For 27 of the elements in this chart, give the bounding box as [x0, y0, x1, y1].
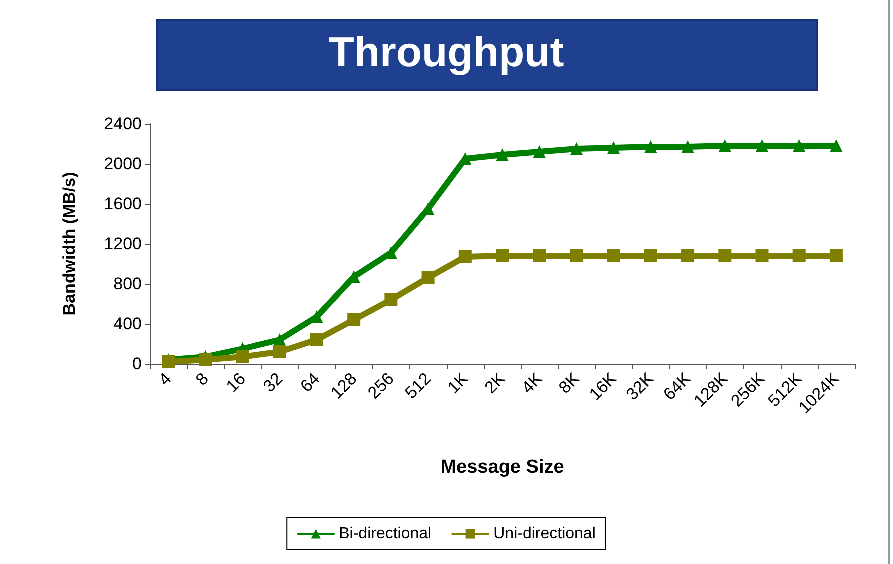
x-tick-label: 32K — [622, 368, 658, 404]
x-tick-label: 8 — [192, 369, 212, 390]
x-tick-label: 256 — [364, 369, 398, 403]
y-tick-label: 1200 — [104, 234, 142, 254]
chart-title: Throughput — [328, 28, 564, 76]
x-tick-label: 16 — [222, 369, 250, 396]
y-tick-label: 800 — [114, 274, 142, 294]
legend-label: Bi-directional — [339, 526, 432, 542]
x-tick-label: 2K — [481, 368, 510, 398]
y-tick-label: 400 — [114, 314, 142, 334]
x-axis-title: Message Size — [440, 457, 564, 478]
legend-label: Uni-directional — [494, 526, 596, 542]
x-tick-label: 64K — [660, 368, 696, 404]
x-tick-label: 16K — [586, 368, 621, 404]
x-tick-label: 64 — [296, 369, 324, 396]
x-tick-label: 32 — [260, 369, 287, 396]
x-tick-label: 512 — [402, 369, 436, 403]
x-tick-label: 4 — [155, 369, 176, 390]
y-tick-label: 0 — [132, 354, 142, 374]
x-tick-label: 128 — [327, 369, 361, 403]
x-tick-label: 8K — [555, 368, 584, 398]
x-tick-label: 4K — [518, 368, 547, 398]
y-tick-label: 1600 — [104, 194, 142, 214]
y-tick-label: 2400 — [104, 114, 142, 134]
y-tick-label: 2000 — [104, 154, 142, 174]
x-tick-label: 1K — [444, 368, 473, 398]
y-axis-title: Bandwidth (MB/s) — [60, 172, 79, 316]
